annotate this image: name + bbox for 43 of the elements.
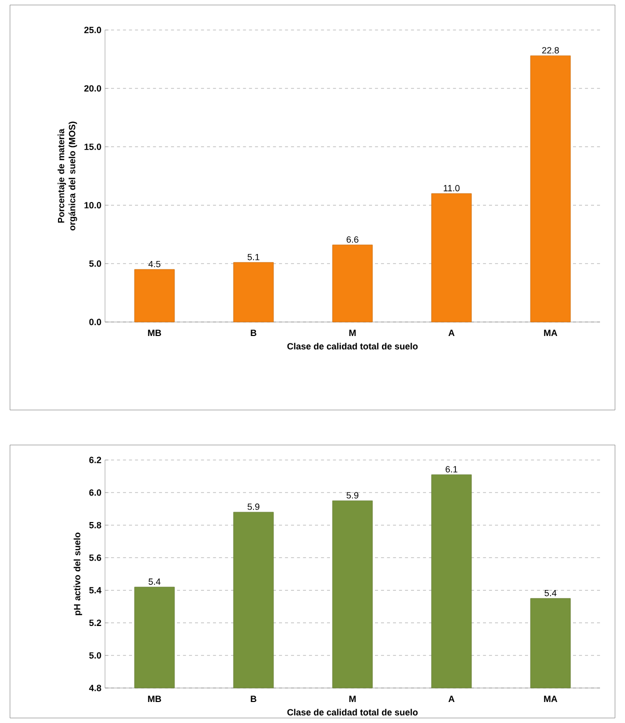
y-tick-label: 6.2: [89, 456, 102, 464]
data-label: 5.4: [148, 578, 160, 585]
bar: [530, 55, 571, 322]
y-tick-label: 15.0: [84, 144, 102, 150]
bar: [134, 269, 175, 322]
y-axis-title: pH activo del suelo: [74, 532, 82, 616]
x-tick-label: MB: [148, 696, 162, 702]
y-axis-title: Porcentaje de materia orgánica del suelo (MOS): [58, 122, 78, 230]
y-tick-label: 5.0: [89, 260, 102, 267]
x-tick-label: B: [250, 330, 256, 336]
y-tick-label: 5.6: [89, 554, 102, 561]
x-axis-title: Clase de calidad total de suelo: [287, 708, 418, 716]
bar: [431, 193, 472, 322]
x-tick-label: MB: [148, 330, 162, 336]
x-tick-label: M: [349, 696, 356, 702]
x-tick-label: M: [349, 330, 356, 336]
y-tick-label: 4.8: [89, 684, 102, 692]
y-tick-label: 10.0: [84, 202, 102, 208]
data-label: 5.1: [248, 254, 260, 260]
bar: [332, 244, 373, 322]
x-tick-label: A: [448, 330, 455, 336]
y-tick-label: 25.0: [84, 26, 102, 34]
data-label: 6.1: [446, 466, 458, 472]
bar: [233, 262, 274, 322]
data-label: 4.5: [148, 260, 160, 268]
data-label: 6.6: [346, 236, 358, 243]
y-tick-label: 0.0: [89, 318, 102, 326]
data-label: 5.9: [346, 492, 358, 499]
y-tick-label: 5.0: [89, 652, 102, 659]
y-tick-label: 20.0: [84, 85, 102, 92]
x-axis-title: Clase de calidad total de suelo: [287, 342, 418, 350]
y-tick-label: 6.0: [89, 489, 102, 496]
y-tick-label: 5.4: [89, 587, 102, 594]
data-label: 22.8: [542, 47, 559, 54]
x-tick-label: B: [250, 696, 256, 702]
data-label: 5.4: [544, 590, 556, 596]
y-tick-label: 5.8: [89, 522, 102, 528]
data-label: 11.0: [444, 184, 460, 192]
x-tick-label: MA: [544, 696, 558, 702]
data-label: 5.9: [248, 504, 260, 510]
x-tick-label: A: [448, 696, 455, 702]
y-tick-label: 5.2: [89, 620, 102, 626]
x-tick-label: MA: [544, 330, 558, 336]
